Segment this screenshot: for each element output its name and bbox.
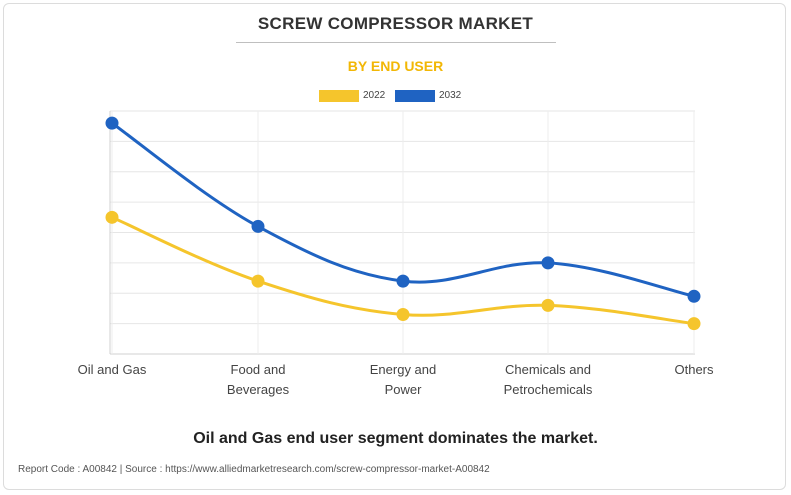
x-axis-labels: Oil and Gas Food and Beverages Energy and Po… xyxy=(78,362,714,397)
data-point-2022-0 xyxy=(105,210,119,224)
x-axis-label: Food and Beverages xyxy=(227,362,290,397)
x-axis-label: Others xyxy=(674,362,714,377)
data-point-2022-2 xyxy=(396,308,410,322)
legend-label-2022: 2022 xyxy=(363,90,386,101)
data-point-2032-1 xyxy=(251,219,265,233)
legend-swatch-2032 xyxy=(395,90,435,102)
x-axis-label: Oil and Gas xyxy=(78,362,147,377)
grid-lines xyxy=(109,110,695,355)
chart-legend: 2022 2032 xyxy=(0,89,791,103)
data-point-2022-1 xyxy=(251,274,265,288)
chart-subtitle: BY END USER xyxy=(347,58,444,74)
data-point-2022-4 xyxy=(687,317,701,331)
chart-caption: Oil and Gas end user segment dominates t… xyxy=(193,430,598,447)
title-divider xyxy=(236,42,556,43)
data-point-2032-2 xyxy=(396,274,410,288)
data-point-2022-3 xyxy=(541,298,555,312)
report-source: Report Code : A00842 | Source : https://… xyxy=(18,464,490,475)
chart-card xyxy=(3,3,786,490)
legend-swatch-2022 xyxy=(319,90,359,102)
x-axis-label: Chemicals and Petrochemicals xyxy=(504,362,593,397)
legend-label-2032: 2032 xyxy=(439,90,462,101)
chart-title: SCREW COMPRESSOR MARKET xyxy=(257,14,534,33)
x-axis-label: Energy and Power xyxy=(370,362,437,397)
data-point-2032-3 xyxy=(541,256,555,270)
data-point-2032-0 xyxy=(105,116,119,130)
data-point-2032-4 xyxy=(687,289,701,303)
data-points xyxy=(105,116,701,331)
